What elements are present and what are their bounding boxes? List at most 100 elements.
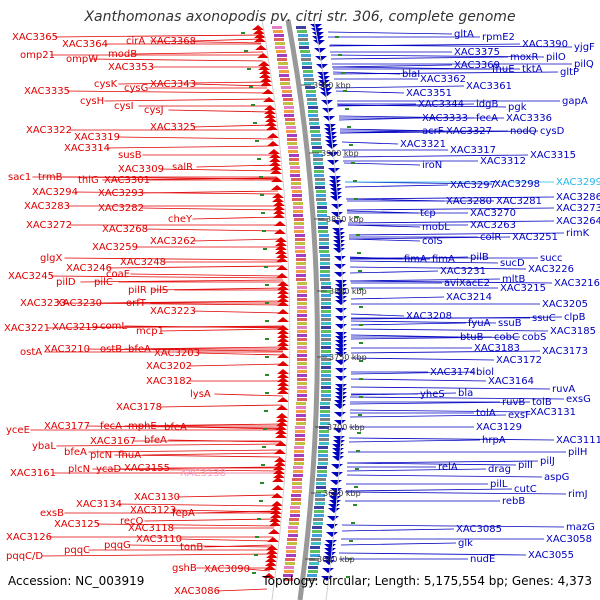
gene-arrow-right: [335, 348, 347, 353]
gene-label-left: coaE: [106, 269, 130, 280]
gene-label-right: XAC3215: [500, 283, 546, 294]
connector-line-left: [102, 177, 278, 181]
feature-block: [276, 50, 286, 53]
connector-line-right: [349, 266, 527, 270]
gene-arrow-right: [328, 168, 340, 173]
kbp-label: 3800 kbp: [329, 287, 367, 296]
connector-line-right: [350, 328, 549, 332]
gene-label-right: gltP: [560, 67, 579, 78]
gene-arrow-left: [277, 301, 289, 306]
feature-block: [292, 490, 302, 493]
feature-block: [288, 530, 298, 533]
gene-arrow-right: [334, 400, 346, 405]
gene-label-right: ssuC: [532, 313, 556, 324]
tick-mark: [349, 144, 353, 146]
feature-block: [308, 106, 318, 109]
gene-label-left: glgX: [40, 253, 62, 264]
gene-label-right: XAC3333: [422, 113, 468, 124]
feature-block: [285, 118, 295, 121]
gene-arrow-left: [275, 241, 287, 246]
feature-block: [320, 278, 330, 281]
gene-arrow-right: [332, 456, 344, 461]
tick-mark: [356, 450, 360, 452]
feature-block: [294, 450, 304, 453]
tick-mark: [359, 306, 363, 308]
gene-label-left: pilR: [128, 285, 147, 296]
gene-label-right: ssuB: [498, 318, 522, 329]
feature-block: [291, 498, 301, 501]
feature-block: [291, 182, 301, 185]
connector-line-right: [327, 31, 453, 35]
gene-arrow-left: [268, 149, 280, 154]
connector-line-left: [118, 503, 277, 507]
feature-block: [290, 514, 300, 517]
tick-mark: [341, 72, 345, 74]
tick-mark: [257, 518, 261, 520]
feature-block: [320, 402, 330, 405]
gene-label-left: thiG: [78, 175, 99, 186]
gene-arrow-left: [277, 317, 289, 322]
feature-block: [279, 74, 289, 77]
connector-line-right: [350, 392, 457, 396]
feature-block: [286, 554, 296, 557]
feature-block: [282, 90, 292, 93]
gene-arrow-left: [273, 465, 285, 470]
connector-line-left: [192, 38, 262, 42]
feature-block: [315, 502, 325, 505]
gene-arrow-right: [329, 492, 341, 497]
connector-line-left: [116, 136, 274, 140]
gene-arrow-right: [324, 128, 336, 133]
feature-block: [310, 546, 320, 549]
feature-block: [298, 34, 308, 37]
connector-line-right: [338, 552, 527, 556]
feature-block: [297, 282, 307, 285]
gene-label-left: ybaL: [32, 441, 56, 452]
gene-arrow-left: [275, 237, 287, 242]
gene-arrow-right: [335, 360, 347, 365]
gene-arrow-left: [277, 345, 289, 350]
feature-block: [320, 274, 330, 277]
feature-block: [285, 122, 295, 125]
feature-block: [295, 438, 305, 441]
connector-line-left: [66, 90, 269, 94]
feature-block: [313, 154, 323, 157]
gene-arrow-right: [335, 392, 347, 397]
gene-arrow-left: [267, 537, 279, 542]
tick-mark: [255, 536, 259, 538]
gene-label-right: glk: [458, 538, 473, 549]
gene-label-right: XAC3231: [440, 266, 486, 277]
connector-line-right: [350, 316, 563, 320]
gene-label-right: idgB: [476, 99, 498, 110]
connector-line-left: [140, 190, 279, 194]
gene-arrow-right: [330, 192, 342, 197]
gene-label-right: aviXacE2: [444, 278, 490, 289]
feature-block: [319, 250, 329, 253]
feature-block: [287, 142, 297, 145]
gene-label-right: XAC3055: [528, 550, 574, 561]
gene-arrow-right: [329, 176, 341, 181]
connector-line-left: [124, 423, 282, 427]
gene-label-left: XAC3301: [104, 175, 150, 186]
feature-block: [321, 310, 331, 313]
connector-line-right: [350, 296, 445, 300]
tick-mark: [354, 198, 358, 200]
connector-line-left: [96, 523, 276, 527]
gene-arrow-left: [276, 253, 288, 258]
tick-mark: [265, 356, 269, 358]
gene-label-right: cutC: [514, 484, 537, 495]
gene-label-right: XAC3336: [506, 113, 552, 124]
gene-label-left: yceE: [6, 425, 30, 436]
feature-block: [303, 74, 313, 77]
feature-block: [297, 386, 307, 389]
feature-block: [281, 86, 291, 89]
feature-block: [316, 482, 326, 485]
gene-arrow-left: [266, 549, 278, 554]
feature-block: [300, 50, 310, 53]
gene-label-right: fimA: [404, 254, 427, 265]
gene-label-left: XAC3123: [130, 505, 176, 516]
gene-label-left: ycaD: [96, 464, 122, 475]
feature-block: [318, 230, 328, 233]
feature-block: [296, 278, 306, 281]
feature-block: [319, 434, 329, 437]
gene-arrow-right: [335, 352, 347, 357]
